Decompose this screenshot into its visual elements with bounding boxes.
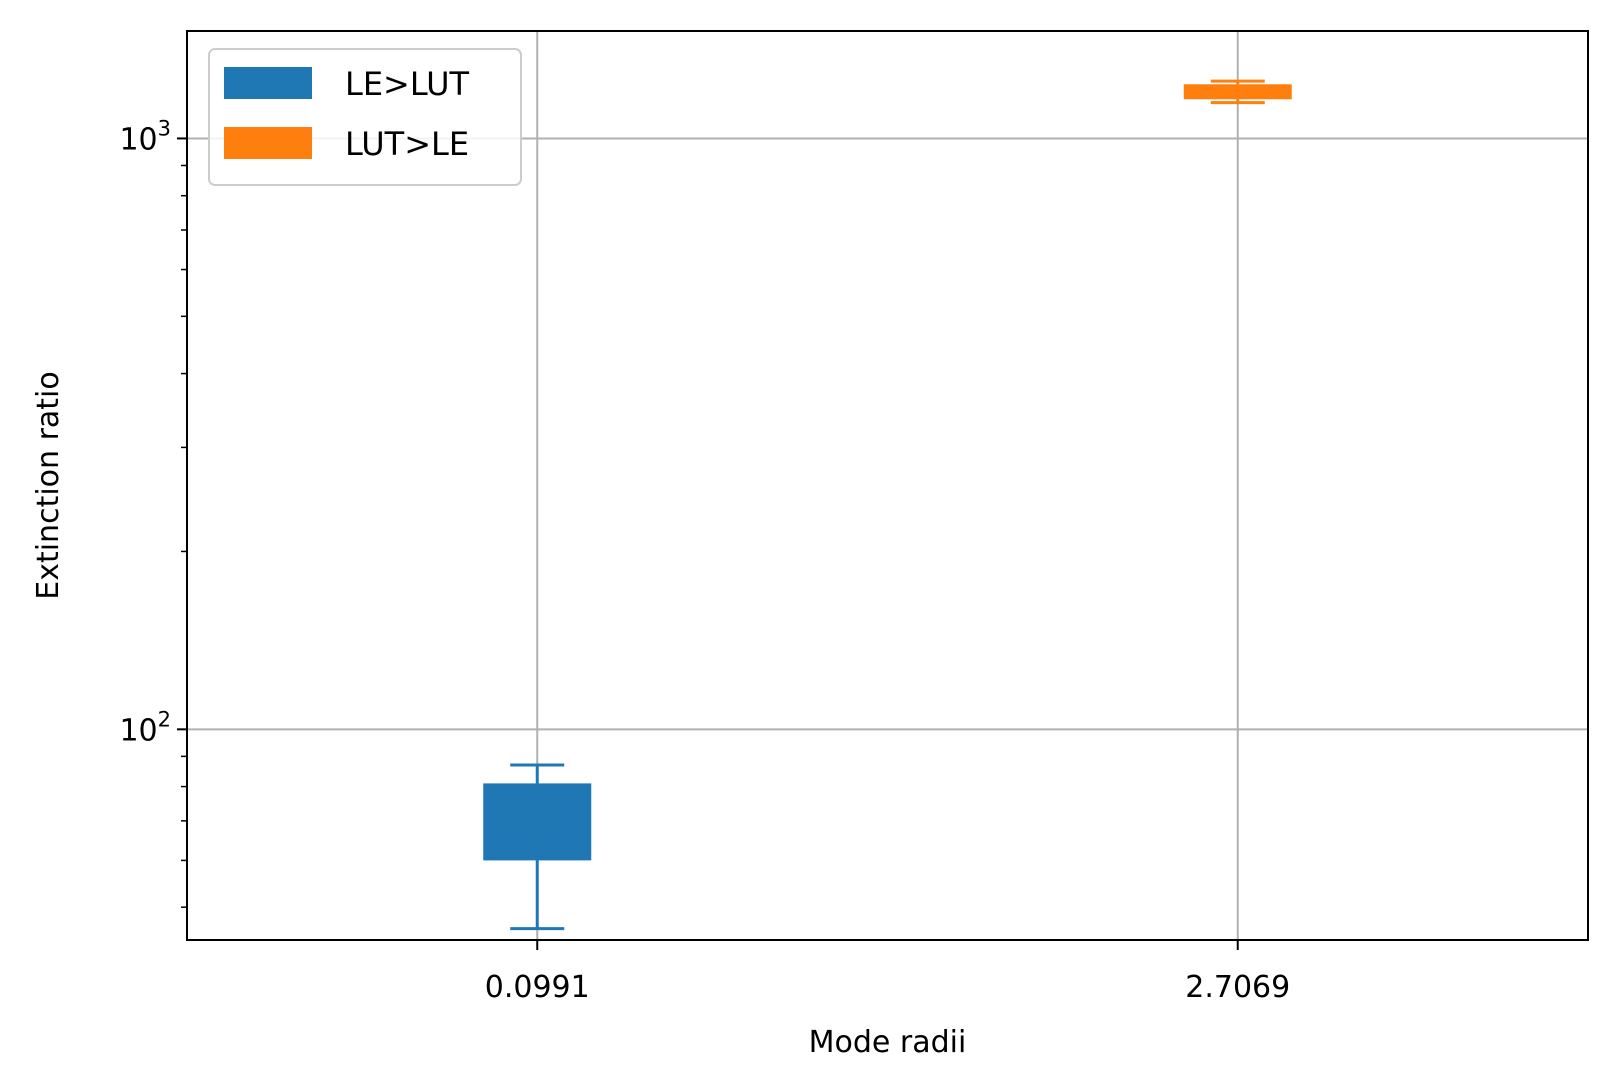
- legend: LE>LUT LUT>LE: [208, 48, 522, 186]
- y-tick-label: 102: [119, 707, 171, 748]
- plot-frame: [186, 30, 1589, 941]
- legend-label: LUT>LE: [345, 125, 469, 163]
- x-axis: 0.0991 2.7069: [485, 940, 1290, 1005]
- y-tick-label-base: 10: [119, 713, 157, 748]
- legend-label: LE>LUT: [345, 65, 470, 103]
- y-tick-label-base: 10: [119, 122, 157, 157]
- box-LE>LUT: [483, 763, 592, 931]
- box-body: [483, 783, 592, 861]
- legend-swatch: [224, 67, 312, 99]
- x-tick-label: 2.7069: [1185, 970, 1290, 1005]
- y-tick-label: 103: [119, 116, 171, 157]
- y-tick-label-exponent: 2: [158, 707, 171, 731]
- box-LUT>LE: [1183, 79, 1292, 105]
- box-plots: [483, 79, 1292, 931]
- x-axis-label: Mode radii: [809, 1025, 967, 1060]
- y-axis-label: Extinction ratio: [31, 371, 66, 600]
- legend-swatch: [224, 127, 312, 159]
- box-body: [1183, 84, 1292, 100]
- x-tick-label: 0.0991: [485, 970, 590, 1005]
- y-tick-label-exponent: 3: [158, 116, 171, 140]
